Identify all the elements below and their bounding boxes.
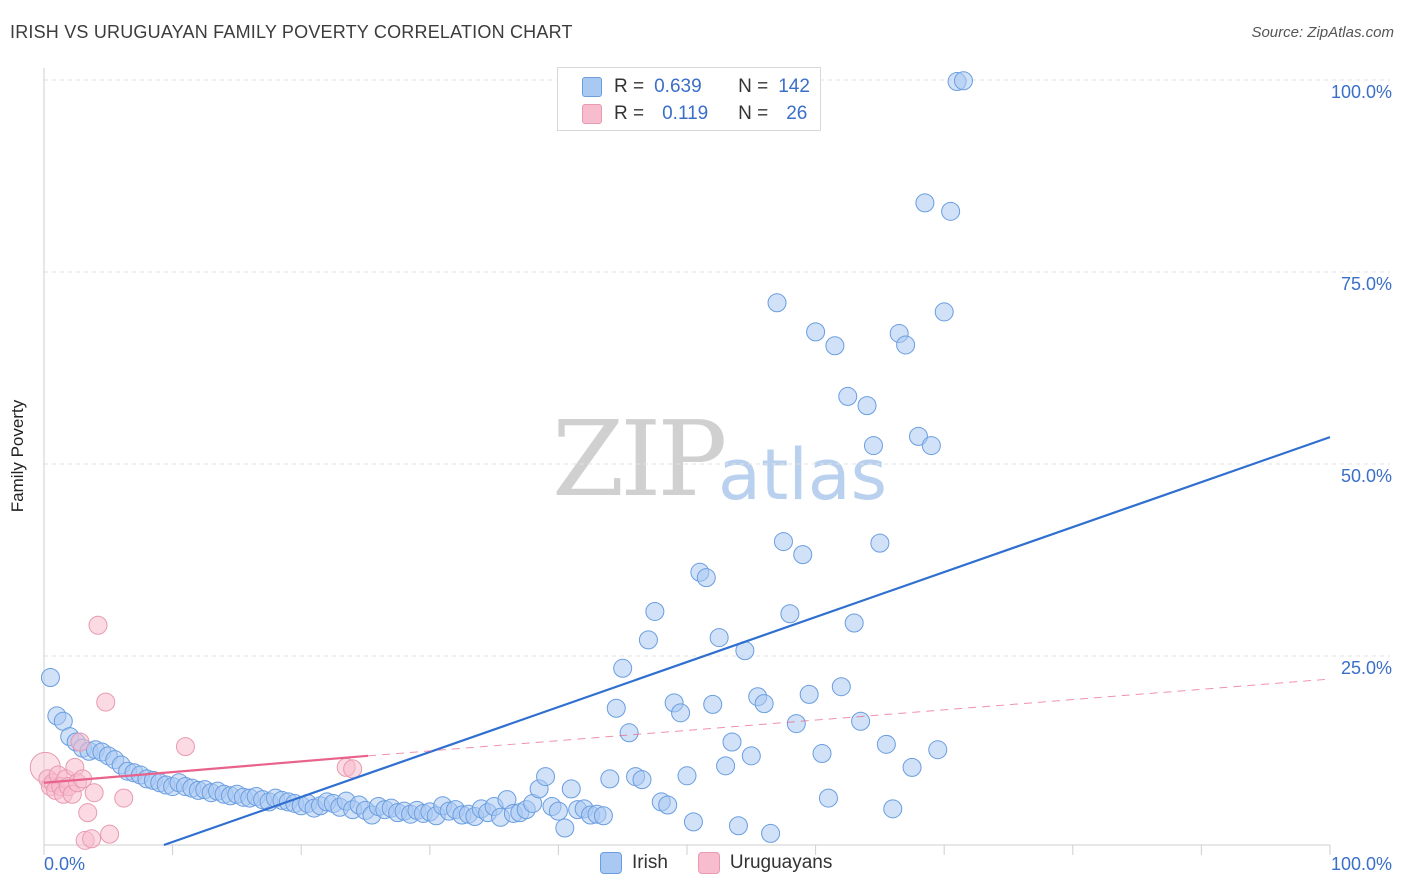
uruguayan-point	[100, 824, 120, 844]
irish-point	[831, 677, 851, 697]
irish-point	[876, 734, 896, 754]
irish-point	[40, 668, 60, 688]
irish-point	[716, 756, 736, 776]
irish-point	[844, 613, 864, 633]
irish-point	[606, 698, 626, 718]
x-tick-label: 0.0%	[44, 854, 85, 874]
irish-point	[561, 779, 581, 799]
uruguayan-point	[343, 759, 363, 779]
irish-point	[818, 788, 838, 808]
uruguayan-point	[175, 737, 195, 757]
irish-point	[722, 732, 742, 752]
irish-point	[825, 336, 845, 356]
x-tick-label: 100.0%	[1331, 854, 1392, 874]
irish-point	[600, 769, 620, 789]
irish-point	[677, 766, 697, 786]
y-tick-label: 75.0%	[1341, 274, 1392, 294]
legend-n-value: 142	[778, 76, 810, 97]
irish-point	[696, 568, 716, 588]
irish-point	[728, 816, 748, 836]
y-tick-label: 50.0%	[1341, 466, 1392, 486]
y-axis-label: Family Poverty	[8, 399, 27, 513]
uruguayan-point	[114, 788, 134, 808]
irish-point	[799, 684, 819, 704]
legend-n-label: N =	[738, 76, 769, 97]
irish-point	[953, 71, 973, 91]
irish-point	[793, 545, 813, 565]
irish-point	[902, 757, 922, 777]
irish-point	[741, 746, 761, 766]
uruguayan-point	[88, 615, 108, 635]
irish-point	[883, 799, 903, 819]
irish-point	[806, 322, 826, 342]
irish-point	[645, 601, 665, 621]
watermark-atlas: atlas	[718, 434, 888, 516]
irish-point	[632, 770, 652, 790]
irish-point	[908, 426, 928, 446]
legend-label-uruguayans: Uruguayans	[729, 852, 833, 873]
irish-point	[863, 436, 883, 456]
irish-point	[671, 703, 691, 723]
uruguayan-point	[84, 783, 104, 803]
irish-point	[709, 628, 729, 648]
legend-item-irish[interactable]: Irish	[600, 852, 668, 874]
irish-point	[555, 818, 575, 838]
irish-point	[857, 396, 877, 416]
irish-point	[780, 604, 800, 624]
irish-point	[934, 302, 954, 322]
legend-r-label: R =	[614, 76, 645, 97]
legend-n-label: N =	[738, 103, 769, 124]
irish-point	[773, 532, 793, 552]
irish-point	[658, 795, 678, 815]
uruguayan-trendline-extension	[368, 678, 1331, 757]
uruguayan-point	[82, 829, 102, 849]
irish-trendline	[163, 436, 1331, 847]
legend-r-value: 0.119	[662, 103, 709, 124]
chart-title: IRISH VS URUGUAYAN FAMILY POVERTY CORREL…	[10, 22, 573, 42]
irish-point	[593, 806, 613, 826]
y-tick-label: 100.0%	[1331, 82, 1392, 102]
irish-point	[703, 694, 723, 714]
uruguayan-point	[70, 732, 90, 752]
legend-stats: R = 0.639 N = 142 R = 0.119 N = 26	[557, 67, 821, 131]
source-label: Source: ZipAtlas.com	[1251, 24, 1394, 41]
irish-point	[619, 723, 639, 743]
legend-swatch-irish	[600, 852, 622, 874]
irish-point	[536, 767, 556, 787]
irish-point	[683, 812, 703, 832]
legend-r-value: 0.639	[654, 76, 702, 97]
legend-r-label: R =	[614, 103, 645, 124]
irish-point	[638, 630, 658, 650]
watermark-zip: ZIP	[552, 398, 727, 520]
uruguayan-trendline	[43, 754, 369, 784]
legend-series: Irish Uruguayans	[600, 852, 862, 874]
irish-point	[870, 533, 890, 553]
irish-point	[767, 293, 787, 313]
uruguayan-point	[96, 692, 116, 712]
irish-point	[838, 386, 858, 406]
legend-row-irish: R = 0.639 N = 142	[582, 75, 810, 99]
irish-point	[851, 711, 871, 731]
irish-point	[896, 335, 916, 355]
irish-point	[812, 744, 832, 764]
legend-row-uruguayans: R = 0.119 N = 26	[582, 102, 807, 126]
irish-point	[613, 658, 633, 678]
irish-point	[786, 714, 806, 734]
legend-swatch-uruguayans	[582, 104, 602, 124]
irish-point	[761, 823, 781, 843]
uruguayan-point	[78, 803, 98, 823]
legend-swatch-uruguayans	[697, 852, 720, 874]
irish-point	[548, 801, 568, 821]
irish-point	[941, 201, 961, 221]
irish-point	[754, 694, 774, 714]
irish-point	[921, 436, 941, 456]
y-tick-label: 25.0%	[1341, 658, 1392, 678]
legend-item-uruguayans[interactable]: Uruguayans	[697, 852, 833, 874]
legend-n-value: 26	[786, 103, 808, 124]
irish-point	[915, 193, 935, 213]
irish-point	[928, 740, 948, 760]
legend-label-irish: Irish	[632, 852, 668, 873]
legend-swatch-irish	[582, 77, 602, 97]
